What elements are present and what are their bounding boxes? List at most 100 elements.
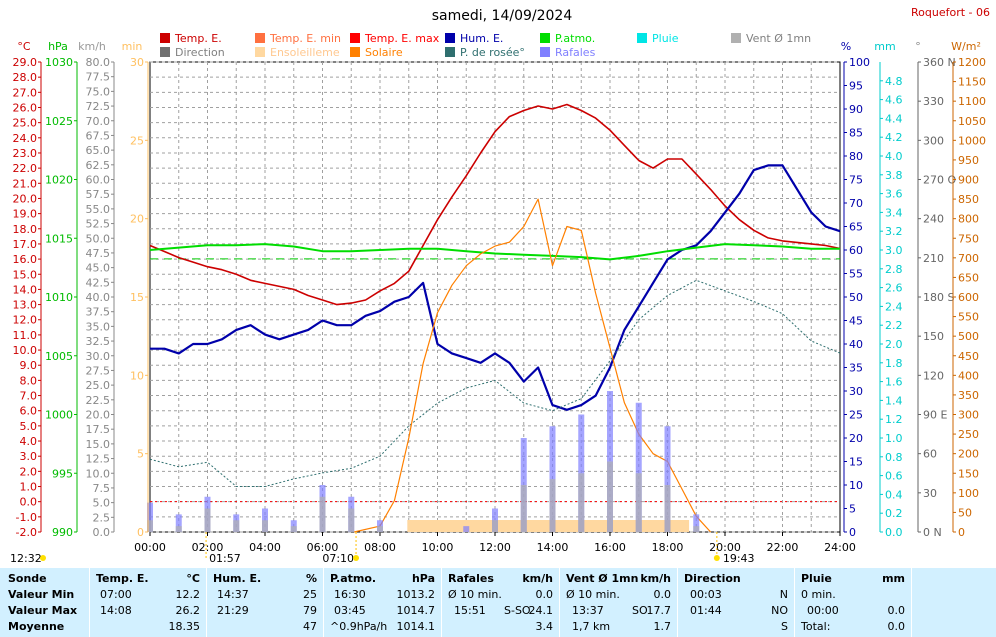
legend-swatch — [540, 33, 550, 43]
solar-axis-label: 700 — [958, 252, 979, 265]
temp-axis-label: 20.0 — [13, 192, 38, 205]
pressure-axis-label: 1015 — [45, 232, 73, 245]
direction-min: N — [779, 588, 788, 601]
x-axis-label: 22:00 — [767, 541, 799, 554]
temp-axis-label: 13.0 — [13, 299, 38, 312]
summary-col-patmo: P.atmo. hPa 16:30 1013.2 03:45 1014.7 ^0… — [323, 568, 441, 637]
x-axis-label: 10:00 — [422, 541, 454, 554]
temp-axis-label: 14.0 — [13, 283, 38, 296]
legend-label: Pluie — [652, 32, 679, 45]
temp-axis-label: -1.0 — [16, 511, 37, 524]
temp-axis-label: 27.0 — [13, 86, 38, 99]
vent-max-dir: SO — [632, 604, 648, 617]
humidity-axis-label: 60 — [849, 244, 863, 257]
rain-axis-label: 1.6 — [885, 376, 903, 389]
rain-axis-label: 2.4 — [885, 300, 903, 313]
wind-axis-label: 32.5 — [86, 335, 111, 348]
rafales-min: 0.0 — [535, 588, 554, 601]
wind-axis-label: 35.0 — [86, 320, 111, 333]
pressure-axis-label: 1030 — [45, 56, 73, 69]
rain-axis-label: 0.6 — [885, 470, 903, 483]
wind-axis-label: 70.0 — [86, 115, 111, 128]
rafales-unit: km/h — [522, 572, 553, 585]
x-axis-label: 04:00 — [249, 541, 281, 554]
temp-min: 12.2 — [175, 588, 201, 601]
solar-axis-label: 900 — [958, 174, 979, 187]
wind-axis-label: 45.0 — [86, 262, 111, 275]
direction-axis-label: 300 — [923, 134, 944, 147]
pluie-unit: mm — [882, 572, 905, 585]
temp-max-time: 14:08 — [100, 604, 132, 617]
legend-swatch — [255, 33, 265, 43]
humidity-axis-label: 75 — [849, 174, 863, 187]
temp-axis-label: 24.0 — [13, 132, 38, 145]
sun-events: 12:32 01:57 07:10 19:43 — [10, 532, 755, 565]
temp-axis-label: 26.0 — [13, 101, 38, 114]
direction-min-time: 00:03 — [690, 588, 722, 601]
temp-axis-label: 6.0 — [20, 405, 38, 418]
hum-header: Hum. E. — [213, 572, 262, 585]
unit-rain: mm — [874, 40, 895, 53]
direction-axis-label: 330 — [923, 95, 944, 108]
x-axis-label: 12:00 — [479, 541, 511, 554]
direction-max-time: 01:44 — [690, 604, 722, 617]
row-label-avg: Moyenne — [8, 620, 65, 633]
hum-max: 79 — [303, 604, 317, 617]
x-axis-label: 06:00 — [307, 541, 339, 554]
axis-units: °C hPa km/h min% mm ° W/m² — [17, 40, 980, 53]
x-axis-label: 16:00 — [594, 541, 626, 554]
temp-axis-label: 15.0 — [13, 268, 38, 281]
pluie-avg: 0.0 — [887, 620, 906, 633]
legend-label: P. de rosée° — [460, 46, 525, 59]
legend-swatch — [350, 33, 360, 43]
wind-axis-label: 80.0 — [86, 56, 111, 69]
vent-max-time: 13:37 — [572, 604, 604, 617]
rafales-header: Rafales — [448, 572, 494, 585]
legend-swatch — [731, 33, 741, 43]
temp-axis-label: 0.0 — [20, 496, 38, 509]
summary-col-pluie: Pluie mm 0 min. 00:00 0.0 Total: 0.0 — [794, 568, 911, 637]
rain-axis-label: 2.2 — [885, 319, 903, 332]
legend-swatch — [160, 47, 170, 57]
legend-label: Direction — [175, 46, 225, 59]
rain-axis-label: 0.0 — [885, 526, 903, 539]
temp-min-time: 07:00 — [100, 588, 132, 601]
wind-axis-label: 2.5 — [93, 511, 111, 524]
summary-table: Sonde Valeur Min Valeur Max Moyenne Temp… — [0, 568, 996, 637]
temp-axis-label: 1.0 — [20, 481, 38, 494]
solar-axis-label: 600 — [958, 291, 979, 304]
pluie-max-time: 00:00 — [807, 604, 839, 617]
summary-col-temp: Temp. E. °C 07:00 12.2 14:08 26.2 18.35 — [89, 568, 206, 637]
humidity-axis-label: 50 — [849, 291, 863, 304]
temp-axis-label: 19.0 — [13, 208, 38, 221]
vent-min-label: Ø 10 min. — [566, 588, 620, 601]
temp-axis-label: 16.0 — [13, 253, 38, 266]
humidity-axis-label: 5 — [849, 503, 856, 516]
humidity-axis-label: 55 — [849, 268, 863, 281]
temp-axis-label: 11.0 — [13, 329, 38, 342]
rain-axis-label: 3.6 — [885, 188, 903, 201]
sun-axis-label: 0 — [137, 526, 144, 539]
patmo-header: P.atmo. — [330, 572, 377, 585]
direction-axis-label: 120 — [923, 369, 944, 382]
wind-axis-label: 65.0 — [86, 144, 111, 157]
rafales-min-label: Ø 10 min. — [448, 588, 502, 601]
rain-axis-label: 0.2 — [885, 507, 903, 520]
grid — [150, 61, 840, 533]
wind-axis-label: 7.5 — [93, 482, 111, 495]
pressure-axis-label: 1025 — [45, 115, 73, 128]
wind-axis-label: 77.5 — [86, 71, 111, 84]
solar-axis-label: 200 — [958, 448, 979, 461]
solar-axis-label: 1150 — [958, 76, 986, 89]
unit-pressure: hPa — [48, 40, 68, 53]
pluie-header: Pluie — [801, 572, 832, 585]
x-axis-label: 18:00 — [652, 541, 684, 554]
x-axis-label: 24:00 — [824, 541, 856, 554]
wind-axis-label: 5.0 — [93, 497, 111, 510]
patmo-min-time: 16:30 — [334, 588, 366, 601]
hum-avg: 47 — [303, 620, 317, 633]
wind-axis-label: 10.0 — [86, 467, 111, 480]
solar-axis-label: 100 — [958, 487, 979, 500]
summary-col-rafales: Rafales km/h Ø 10 min. 0.0 15:51 S-SO 24… — [441, 568, 559, 637]
humidity-axis-label: 95 — [849, 80, 863, 93]
